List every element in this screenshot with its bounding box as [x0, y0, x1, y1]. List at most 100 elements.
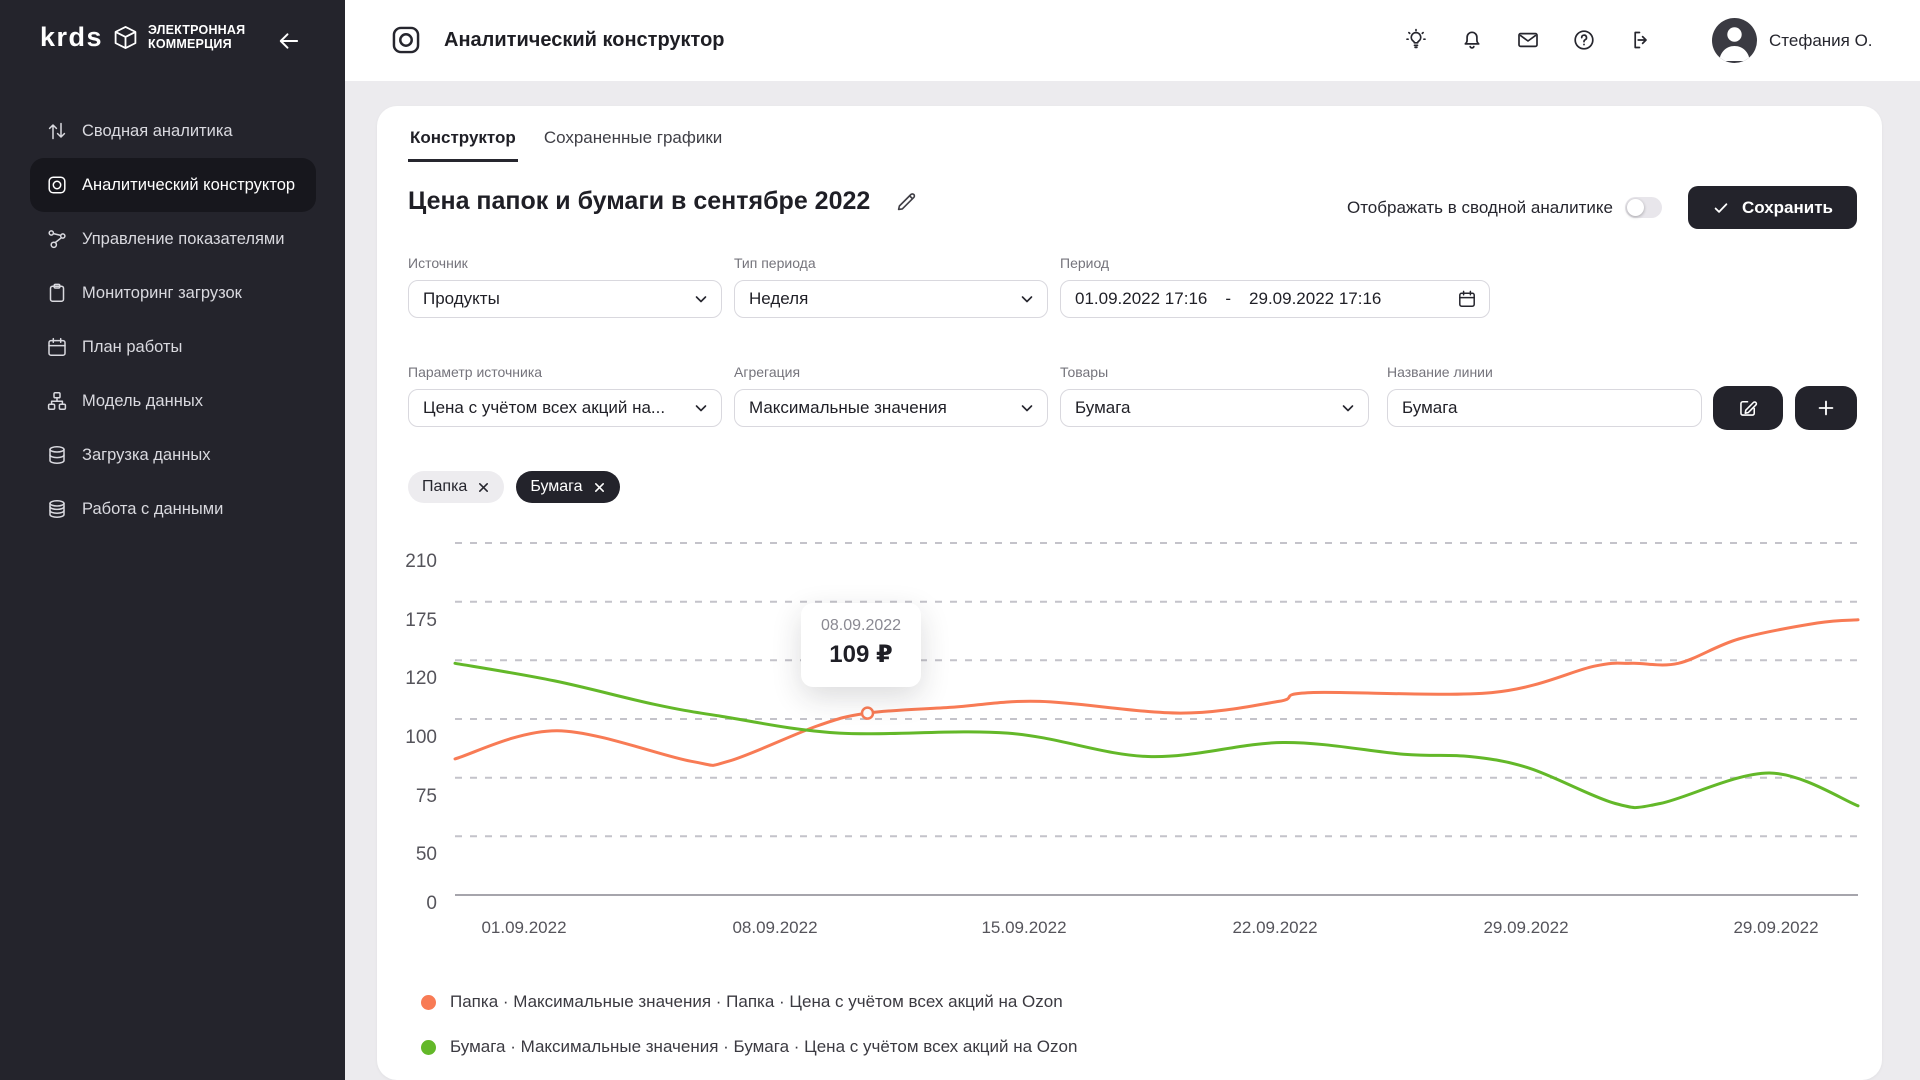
help-icon[interactable] [1572, 28, 1596, 52]
brand-line2: КОММЕРЦИЯ [148, 37, 232, 51]
header-actions [1404, 28, 1652, 52]
x-tick-label: 29.09.2022 [1733, 918, 1819, 937]
legend-dot-icon [421, 994, 436, 1010]
clipboard-icon [46, 282, 68, 304]
period-type-value: Неделя [749, 289, 809, 308]
show-in-summary-toggle[interactable] [1624, 197, 1662, 218]
x-tick-label: 01.09.2022 [481, 918, 567, 937]
source-label: Источник [408, 255, 468, 271]
series-line-2[interactable] [453, 661, 1860, 810]
sidebar-item-1[interactable]: Сводная аналитика [30, 104, 316, 158]
y-tick-label: 210 [405, 551, 437, 572]
source-param-select[interactable]: Цена с учётом всех акций на... [408, 389, 722, 427]
sidebar-item-5[interactable]: План работы [30, 320, 316, 374]
highlighted-point-marker[interactable] [860, 706, 875, 720]
notifications-icon[interactable] [1460, 28, 1484, 52]
x-tick-label: 29.09.2022 [1483, 918, 1569, 937]
sidebar-item-4[interactable]: Мониторинг загрузок [30, 266, 316, 320]
source-param-value: Цена с учётом всех акций на... [423, 398, 666, 417]
edit-title-button[interactable] [894, 190, 918, 214]
y-tick-label: 100 [405, 727, 437, 748]
line-chips: Папка Бумага [408, 471, 620, 503]
brand-logo: krds [40, 22, 104, 52]
top-controls: Отображать в сводной аналитике Сохранить [1347, 186, 1857, 229]
period-from: 01.09.2022 17:16 [1075, 289, 1208, 308]
legend-item-2: Бумага · Максимальные значения · Бумага … [421, 1035, 1077, 1059]
sidebar-collapse-button[interactable] [276, 28, 302, 54]
plus-icon [1818, 400, 1834, 416]
sidebar-item-label: Модель данных [82, 391, 203, 410]
show-in-summary-label: Отображать в сводной аналитике [1346, 197, 1613, 217]
close-icon[interactable] [477, 481, 490, 494]
constructor-card: Конструктор Сохраненные графики Цена пап… [377, 106, 1882, 1080]
y-tick-label: 120 [405, 668, 437, 689]
sidebar-item-label: Загрузка данных [82, 445, 211, 464]
chevron-down-icon [1019, 291, 1035, 307]
sidebar-item-6[interactable]: Модель данных [30, 374, 316, 428]
chart-tooltip: 08.09.2022 109 ₽ [801, 603, 921, 687]
sidebar-item-label: Работа с данными [82, 499, 224, 518]
tabs: Конструктор Сохраненные графики [408, 120, 724, 162]
calendar-icon[interactable] [1457, 289, 1477, 309]
save-button-label: Сохранить [1741, 197, 1833, 217]
page-title: Аналитический конструктор [444, 29, 725, 51]
period-range-input[interactable]: 01.09.2022 17:16 - 29.09.2022 17:16 [1060, 280, 1490, 318]
legend-item-1: Папка · Максимальные значения · Папка · … [421, 990, 1077, 1014]
line-chip[interactable]: Бумага [516, 471, 620, 503]
edit-line-button[interactable] [1713, 386, 1783, 430]
goods-label: Товары [1060, 364, 1109, 380]
aggregation-label: Агрегация [734, 364, 801, 380]
compose-icon [1740, 400, 1758, 416]
cube-logo-icon [112, 24, 139, 51]
x-tick-label: 22.09.2022 [1232, 918, 1318, 937]
period-separator: - [1225, 289, 1232, 308]
chip-label: Бумага [530, 478, 583, 495]
line-name-input[interactable] [1402, 398, 1689, 418]
sidebar-item-label: План работы [82, 337, 183, 356]
arrow-left-icon [279, 33, 299, 49]
legend-dot-icon [421, 1039, 436, 1055]
goods-value: Бумага [1075, 398, 1131, 417]
sidebar-item-2[interactable]: Аналитический конструктор [30, 158, 316, 212]
tab-constructor[interactable]: Конструктор [408, 120, 518, 162]
logout-icon[interactable] [1628, 28, 1652, 52]
chart-title: Цена папок и бумаги в сентябре 2022 [408, 187, 871, 215]
aggregation-select[interactable]: Максимальные значения [734, 389, 1048, 427]
add-line-button[interactable] [1795, 386, 1857, 430]
database-icon [46, 444, 68, 466]
person-icon [1719, 27, 1750, 61]
sidebar-item-3[interactable]: Управление показателями [30, 212, 316, 266]
goods-select[interactable]: Бумага [1060, 389, 1369, 427]
tooltip-date: 08.09.2022 [820, 617, 902, 634]
source-select[interactable]: Продукты [408, 280, 722, 318]
avatar[interactable] [1712, 18, 1757, 63]
source-value: Продукты [423, 289, 500, 308]
pencil-icon [898, 192, 916, 210]
app-icon [389, 23, 423, 57]
y-tick-label: 175 [405, 610, 437, 631]
sidebar-item-label: Аналитический конструктор [82, 175, 296, 194]
x-tick-label: 08.09.2022 [732, 918, 818, 937]
idea-icon[interactable] [1404, 28, 1428, 52]
period-to: 29.09.2022 17:16 [1249, 289, 1382, 308]
tooltip-value: 109 ₽ [829, 641, 893, 668]
mail-icon[interactable] [1516, 28, 1540, 52]
y-tick-label: 75 [415, 786, 437, 807]
tab-saved-charts[interactable]: Сохраненные графики [543, 128, 723, 147]
toggle-knob [1626, 199, 1644, 216]
sidebar-nav: Сводная аналитика Аналитический конструкт… [30, 104, 316, 536]
chevron-down-icon [1019, 400, 1035, 416]
sidebar-item-8[interactable]: Работа с данными [30, 482, 316, 536]
sidebar-item-7[interactable]: Загрузка данных [30, 428, 316, 482]
chevron-down-icon [693, 400, 709, 416]
close-icon[interactable] [593, 481, 606, 494]
legend-label: Бумага · Максимальные значения · Бумага … [450, 1037, 1078, 1056]
line-name-field [1387, 389, 1702, 427]
calendar-icon [46, 336, 68, 358]
save-button[interactable]: Сохранить [1687, 186, 1857, 229]
period-type-select[interactable]: Неделя [734, 280, 1048, 318]
line-chart [453, 542, 1860, 896]
line-name-label: Название линии [1387, 364, 1493, 380]
line-chip[interactable]: Папка [408, 471, 505, 503]
series-line-1[interactable] [453, 618, 1860, 767]
